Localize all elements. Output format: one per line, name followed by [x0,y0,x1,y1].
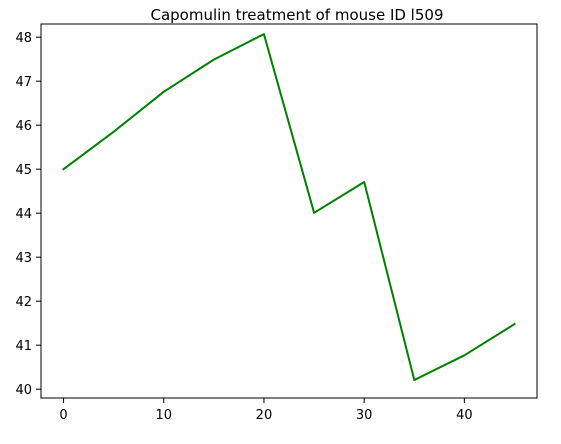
y-tick-label: 40 [15,383,32,398]
x-tick-label: 0 [59,408,67,423]
data-point [213,59,215,61]
y-tick-label: 46 [15,119,32,134]
data-point [413,379,415,381]
data-point [463,354,465,356]
data-point [113,131,115,133]
data-point [263,33,265,35]
x-tick-label: 10 [155,408,172,423]
x-tick-label: 40 [456,408,473,423]
series-layer [62,33,516,381]
data-point [163,91,165,93]
x-tick-label: 30 [356,408,373,423]
y-tick-label: 48 [15,31,32,46]
y-tick-label: 43 [15,251,32,266]
y-tick-label: 45 [15,163,32,178]
x-axis: 0 10 20 30 40 [59,398,473,423]
y-axis: 40 41 42 43 44 45 46 47 48 [15,31,41,398]
chart-title: Capomulin treatment of mouse ID l509 [151,6,444,24]
y-tick-label: 41 [15,339,32,354]
y-tick-label: 44 [15,207,32,222]
plot-area [40,23,538,399]
data-point [63,168,65,170]
data-point [513,323,515,325]
x-tick-label: 20 [256,408,273,423]
series-line [62,33,516,381]
y-tick-label: 42 [15,295,32,310]
data-point [363,181,365,183]
data-point [313,212,315,214]
y-tick-label: 47 [15,75,32,90]
